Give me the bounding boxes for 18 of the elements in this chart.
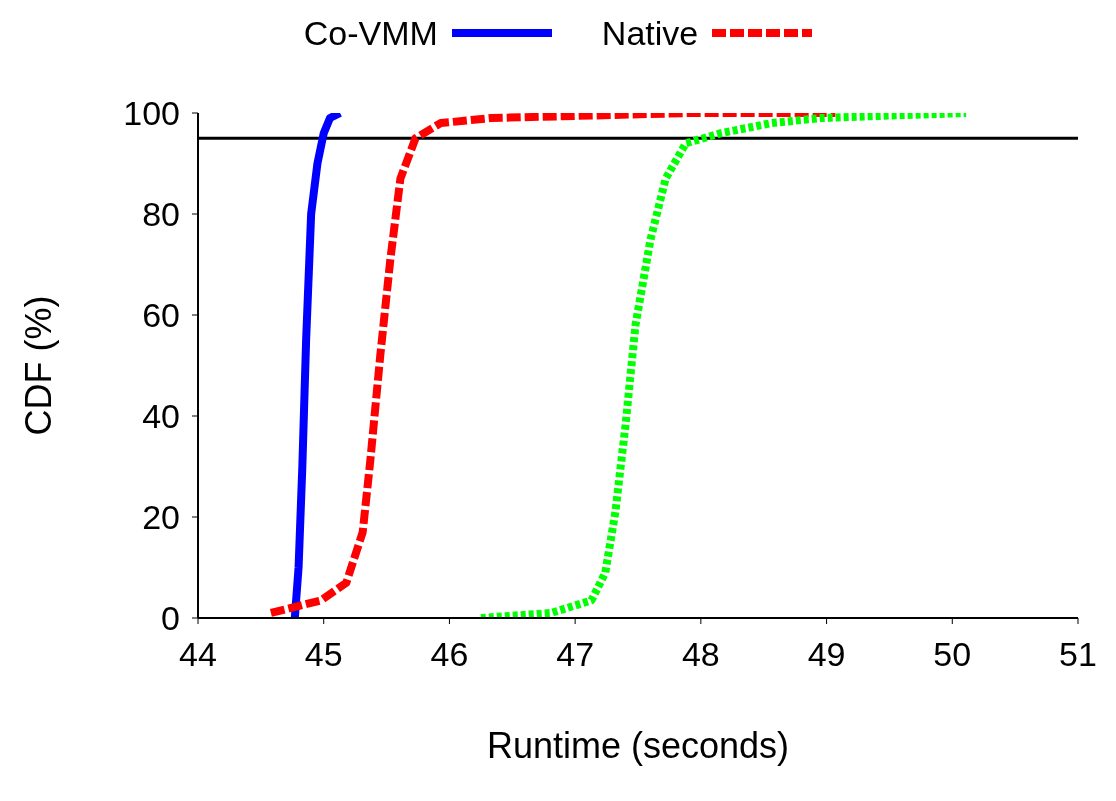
y-tick-label: 60 — [142, 296, 180, 335]
legend-label: Co-VMM — [303, 13, 438, 53]
x-tick-label: 51 — [1059, 635, 1097, 674]
x-tick-label: 48 — [681, 635, 720, 674]
y-tick-label: 100 — [123, 94, 180, 133]
y-tick-label: 40 — [142, 397, 180, 436]
y-tick-label: 20 — [142, 498, 180, 537]
y-axis-title: CDF (%) — [17, 295, 59, 436]
x-axis-title: Runtime (seconds) — [486, 725, 790, 766]
x-tick-label: 49 — [807, 635, 846, 674]
x-tick-label: 46 — [430, 635, 469, 674]
x-tick-label: 45 — [304, 635, 343, 674]
y-tick-label: 0 — [161, 599, 180, 638]
x-tick-label: 47 — [556, 635, 595, 674]
y-tick-label: 80 — [142, 195, 180, 234]
legend-label: Native — [601, 13, 699, 53]
x-tick-label: 50 — [933, 635, 972, 674]
x-tick-label: 44 — [179, 635, 217, 674]
